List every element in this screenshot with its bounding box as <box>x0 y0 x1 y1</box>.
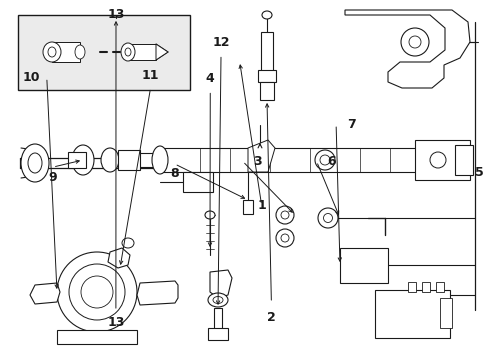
Bar <box>18 15 190 90</box>
Text: 8: 8 <box>170 167 179 180</box>
Ellipse shape <box>152 146 168 174</box>
Text: 13: 13 <box>107 8 124 21</box>
Bar <box>261 32 272 72</box>
Ellipse shape <box>122 238 134 248</box>
Polygon shape <box>247 140 274 172</box>
Polygon shape <box>156 44 168 60</box>
Bar <box>407 282 415 292</box>
Polygon shape <box>345 10 469 88</box>
Text: 5: 5 <box>474 166 483 179</box>
Bar <box>260 82 273 100</box>
Bar <box>68 152 86 168</box>
Ellipse shape <box>125 48 131 56</box>
Text: 10: 10 <box>23 71 41 84</box>
Polygon shape <box>30 283 60 304</box>
Circle shape <box>81 276 113 308</box>
Bar <box>57 330 137 344</box>
Bar <box>258 70 275 82</box>
Bar <box>243 200 252 214</box>
Text: 3: 3 <box>253 155 262 168</box>
Ellipse shape <box>275 229 293 247</box>
Circle shape <box>408 36 420 48</box>
Ellipse shape <box>121 43 135 61</box>
Ellipse shape <box>323 213 332 222</box>
Ellipse shape <box>72 145 94 175</box>
Bar <box>339 248 387 283</box>
Ellipse shape <box>319 155 329 165</box>
Polygon shape <box>209 270 231 298</box>
Ellipse shape <box>281 211 288 219</box>
Bar <box>435 282 443 292</box>
Polygon shape <box>137 281 178 305</box>
Ellipse shape <box>75 45 85 59</box>
Text: 4: 4 <box>205 72 214 85</box>
Bar <box>207 328 227 340</box>
Bar <box>439 298 451 328</box>
Bar <box>214 308 222 330</box>
Circle shape <box>400 28 428 56</box>
Ellipse shape <box>21 144 49 182</box>
Polygon shape <box>108 248 130 268</box>
Bar <box>414 140 469 180</box>
Ellipse shape <box>429 152 445 168</box>
Bar <box>421 282 429 292</box>
Text: 1: 1 <box>257 199 265 212</box>
Text: 13: 13 <box>107 316 124 329</box>
Text: 11: 11 <box>142 69 159 82</box>
Text: 9: 9 <box>48 171 57 184</box>
Text: 2: 2 <box>266 311 275 324</box>
Text: 6: 6 <box>326 155 335 168</box>
Ellipse shape <box>262 11 271 19</box>
Ellipse shape <box>275 206 293 224</box>
Bar <box>183 172 213 192</box>
Ellipse shape <box>314 150 334 170</box>
Circle shape <box>57 252 137 332</box>
Bar <box>374 290 449 338</box>
Circle shape <box>69 264 125 320</box>
Bar <box>118 153 158 167</box>
Ellipse shape <box>207 293 227 307</box>
Ellipse shape <box>281 234 288 242</box>
Bar <box>160 148 454 172</box>
Ellipse shape <box>213 297 223 303</box>
Ellipse shape <box>43 42 61 62</box>
Bar <box>454 145 472 175</box>
Text: 12: 12 <box>212 36 229 49</box>
Bar <box>118 150 140 170</box>
Ellipse shape <box>204 211 215 219</box>
Bar <box>52 42 80 62</box>
Ellipse shape <box>48 47 56 57</box>
Ellipse shape <box>101 148 119 172</box>
Ellipse shape <box>28 153 42 173</box>
Bar <box>128 44 156 60</box>
Ellipse shape <box>317 208 337 228</box>
Text: 7: 7 <box>346 118 355 131</box>
